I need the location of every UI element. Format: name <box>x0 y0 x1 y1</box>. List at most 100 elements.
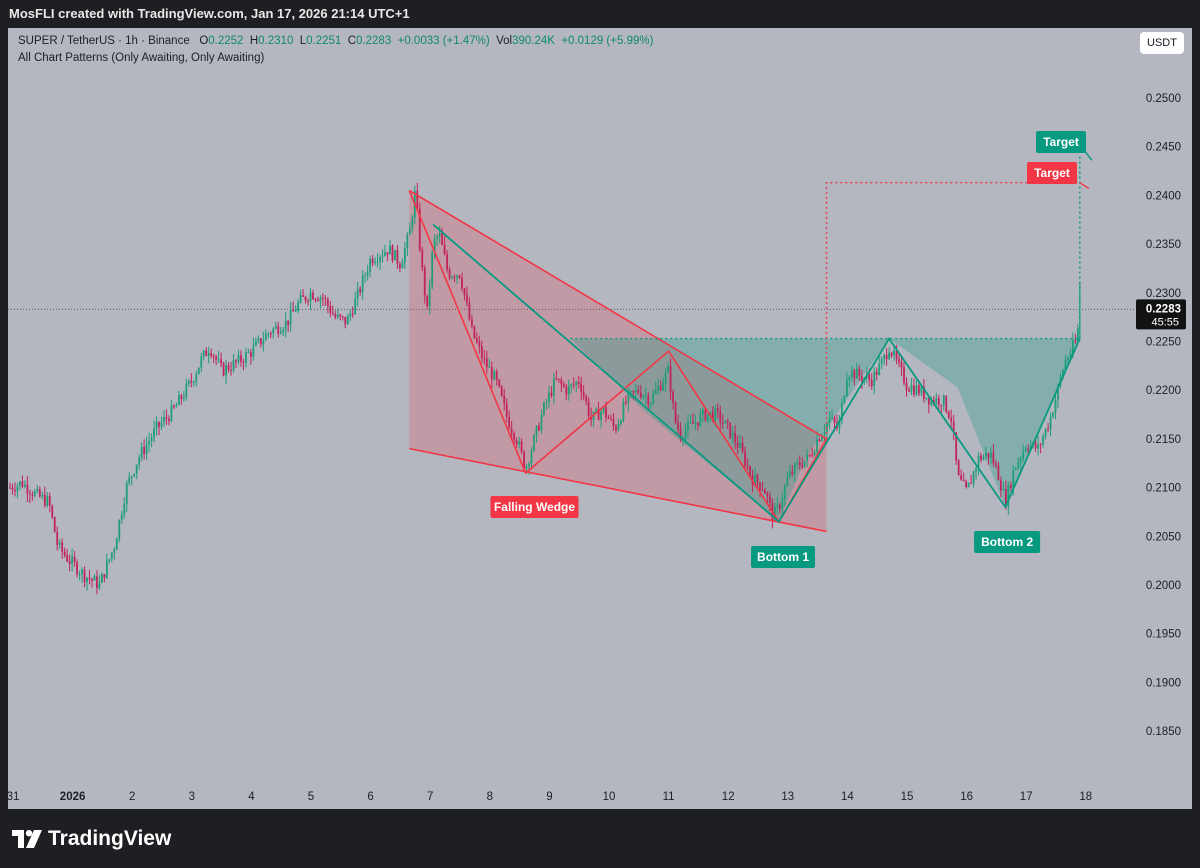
candle-body <box>252 345 255 357</box>
candle-body <box>995 463 997 466</box>
candle-body <box>431 251 434 287</box>
candle-body <box>205 350 208 356</box>
candle-body <box>1019 458 1022 462</box>
candle-body <box>210 353 213 356</box>
candle-body <box>764 489 766 494</box>
candle-body <box>754 474 756 485</box>
candles-group <box>9 182 1079 595</box>
candle-body <box>880 359 883 364</box>
candle-body <box>550 392 553 396</box>
candle-body <box>140 447 143 458</box>
wedge-target-arrow <box>1079 182 1090 190</box>
candle-body <box>230 369 232 371</box>
candle-body <box>962 479 965 482</box>
candle-body <box>535 425 538 436</box>
wedge-lower-line <box>409 447 827 533</box>
bottom-1-label-bg <box>751 546 816 568</box>
candle-body <box>53 517 56 533</box>
candle-body <box>309 292 312 302</box>
candle-body <box>848 376 851 381</box>
candle-body <box>339 314 342 317</box>
candle-body <box>982 456 985 460</box>
candle-body <box>823 431 826 436</box>
tradingview-logo[interactable]: TradingView <box>12 826 171 852</box>
candle-body <box>624 402 627 404</box>
candle-body <box>232 360 235 371</box>
candle-body <box>480 346 483 359</box>
candle-body <box>575 381 578 385</box>
candle-body <box>562 384 565 387</box>
candle-body <box>200 356 203 368</box>
candle-body <box>341 316 344 318</box>
candle-body <box>672 392 674 403</box>
candle-body <box>756 474 759 483</box>
candle-body <box>721 422 724 424</box>
candle-body <box>749 466 751 475</box>
candle-body <box>786 477 789 486</box>
candle-body <box>411 217 414 229</box>
candle-body <box>51 505 54 518</box>
candle-body <box>135 464 138 474</box>
candle-body <box>930 399 933 405</box>
candle-body <box>873 371 876 387</box>
candle-body <box>970 482 972 484</box>
time-tick-label: 31 <box>7 791 20 803</box>
candle-body <box>639 392 642 398</box>
price-axis[interactable] <box>1135 28 1192 783</box>
candle-body <box>195 374 198 382</box>
price-tick-label: 0.1950 <box>1146 629 1181 641</box>
candle-body <box>242 362 245 364</box>
time-axis[interactable] <box>8 783 1192 809</box>
candle-body <box>510 428 513 434</box>
candle-body <box>838 419 841 428</box>
candle-body <box>813 451 816 456</box>
bottom-2-label-bg <box>974 531 1041 553</box>
candle-body <box>334 314 337 318</box>
currency-button[interactable]: USDT <box>1140 32 1184 54</box>
candle-body <box>105 561 108 578</box>
candle-body <box>533 435 535 451</box>
candle-body <box>818 439 821 442</box>
candle-body <box>898 359 900 363</box>
candle-body <box>108 559 111 562</box>
candle-body <box>468 302 471 320</box>
time-tick-label: 9 <box>546 791 552 803</box>
candle-body <box>165 417 168 419</box>
candle-body <box>490 367 493 380</box>
candle-body <box>679 428 682 439</box>
candle-body <box>441 233 444 245</box>
candle-body <box>530 450 533 464</box>
candle-body <box>379 257 381 262</box>
candle-body <box>1004 489 1007 507</box>
candle-body <box>927 397 930 405</box>
candle-body <box>597 408 600 420</box>
candle-body <box>965 481 968 488</box>
indicator-legend[interactable]: All Chart Patterns (Only Awaiting, Only … <box>18 52 265 64</box>
candle-body <box>319 297 322 301</box>
candle-body <box>580 383 583 393</box>
candle-body <box>980 455 982 460</box>
candle-body <box>155 421 158 429</box>
candle-body <box>1049 417 1052 430</box>
candle-body <box>724 420 727 424</box>
candle-body <box>294 310 297 312</box>
candle-body <box>706 414 709 421</box>
candle-body <box>1062 370 1064 378</box>
candle-body <box>922 386 925 399</box>
candle-body <box>937 398 940 406</box>
candle-body <box>726 420 729 423</box>
plot-area[interactable] <box>8 28 1135 783</box>
candle-body <box>416 190 419 209</box>
candle-body <box>796 462 799 464</box>
candle-body <box>957 460 960 476</box>
candle-body <box>744 451 746 466</box>
candle-body <box>473 326 476 339</box>
candle-body <box>766 493 769 497</box>
candle-body <box>741 442 744 452</box>
candle-body <box>187 380 190 384</box>
candle-body <box>438 233 441 237</box>
candle-body <box>855 368 858 379</box>
candle-body <box>495 371 498 380</box>
candle-body <box>538 425 540 431</box>
candle-body <box>711 411 714 421</box>
